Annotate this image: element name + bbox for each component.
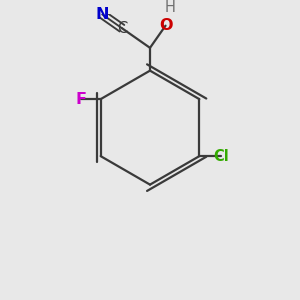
Text: O: O xyxy=(159,18,172,33)
Text: F: F xyxy=(75,92,86,106)
Text: Cl: Cl xyxy=(213,148,229,164)
Text: H: H xyxy=(165,0,176,15)
Text: N: N xyxy=(95,7,109,22)
Text: C: C xyxy=(117,21,127,36)
